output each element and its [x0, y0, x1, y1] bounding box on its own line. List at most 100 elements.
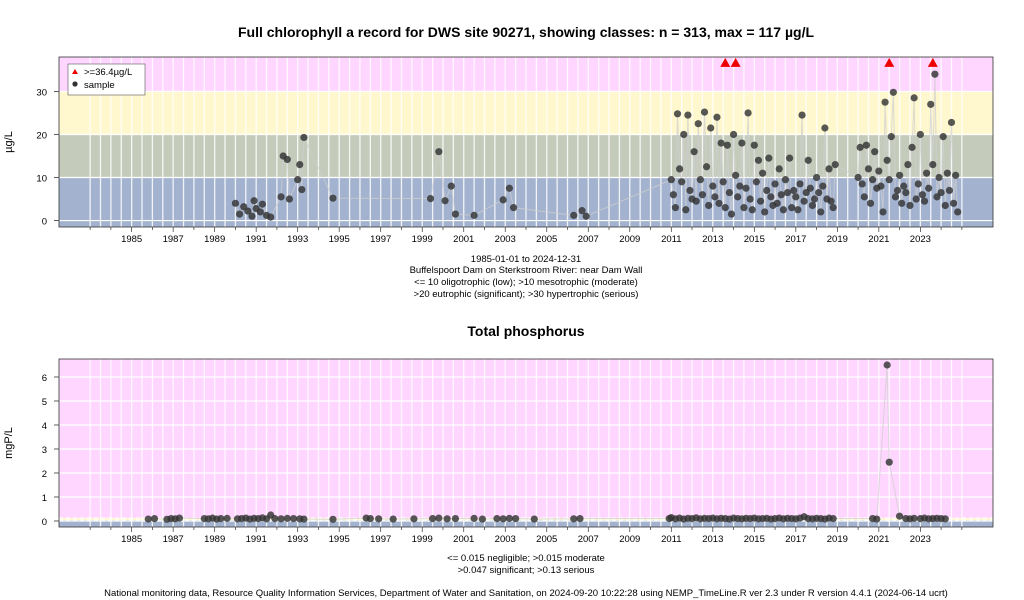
chlorophyll-data-point — [937, 188, 945, 197]
chlorophyll-data-point — [686, 186, 694, 195]
chlorophyll-data-point — [889, 88, 897, 96]
chlorophyll-data-point — [723, 141, 731, 149]
chlorophyll-data-point — [900, 182, 908, 190]
chlorophyll-data-point — [827, 197, 835, 205]
phosphorus-data-point — [493, 515, 501, 523]
chlorophyll-data-point — [943, 169, 951, 177]
chlorophyll-data-point — [773, 199, 781, 207]
phosphorus-x-tick-label: 2017 — [785, 534, 806, 545]
chlorophyll-data-point — [947, 118, 956, 127]
chlorophyll-data-point — [881, 98, 889, 106]
chlorophyll-data-point — [817, 208, 825, 216]
chlorophyll-data-point — [248, 212, 256, 220]
chlorophyll-data-point — [777, 191, 785, 199]
chlorophyll-data-point — [767, 193, 775, 201]
phosphorus-x-tick-label: 2019 — [827, 534, 848, 545]
chlorophyll-x-tick-label: 2009 — [619, 234, 640, 245]
chlorophyll-data-point — [918, 191, 927, 199]
phosphorus-y-tick-label: 3 — [42, 445, 47, 456]
chlorophyll-data-point — [329, 194, 337, 202]
chlorophyll-data-point — [954, 208, 962, 216]
chlorophyll-data-point — [244, 207, 252, 215]
phosphorus-x-tick-label: 2015 — [744, 534, 765, 545]
chlorophyll-data-point — [808, 201, 817, 210]
phosphorus-data-point — [883, 361, 891, 369]
chlorophyll-data-point — [578, 207, 586, 215]
phosphorus-data-point — [277, 515, 285, 523]
chlorophyll-data-point — [727, 210, 736, 218]
chlorophyll-data-point — [912, 195, 920, 203]
chlorophyll-footer-line-1: 1985-01-01 to 2024-12-31 — [471, 254, 581, 265]
chlorophyll-data-point — [734, 193, 742, 201]
chlorophyll-data-point — [783, 188, 792, 197]
chlorophyll-data-point — [441, 197, 449, 205]
chlorophyll-x-tick-label: 2015 — [744, 234, 765, 245]
chlorophyll-data-point — [761, 208, 769, 216]
chlorophyll-y-tick-label: 30 — [36, 87, 47, 98]
phosphorus-data-point — [829, 515, 837, 523]
chlorophyll-data-point — [887, 133, 895, 141]
chlorophyll-data-point — [879, 208, 887, 216]
chlorophyll-data-point — [756, 197, 765, 205]
phosphorus-x-tick-label: 2005 — [536, 534, 557, 545]
chlorophyll-data-point — [694, 120, 702, 128]
phosphorus-data-point — [289, 515, 298, 523]
phosphorus-x-tick-label: 2023 — [910, 534, 931, 545]
chlorophyll-data-point — [800, 197, 808, 205]
chlorophyll-data-point — [885, 176, 893, 184]
chlorophyll-footer-line-2: Buffelspoort Dam on Sterkstroom River: n… — [410, 265, 643, 276]
chlorophyll-data-point — [750, 141, 758, 149]
phosphorus-data-point — [873, 515, 881, 523]
chlorophyll-data-point — [505, 184, 513, 192]
chlorophyll-data-point — [896, 171, 904, 179]
chlorophyll-data-point — [792, 193, 800, 201]
chlorophyll-x-tick-label: 1993 — [287, 234, 308, 245]
chlorophyll-data-point — [796, 180, 804, 188]
chlorophyll-data-point — [509, 204, 518, 212]
chlorophyll-data-point — [812, 173, 821, 182]
phosphorus-x-tick-label: 1991 — [246, 534, 267, 545]
phosphorus-y-tick-label: 2 — [42, 469, 47, 480]
chlorophyll-data-point — [916, 130, 924, 139]
chlorophyll-data-point — [667, 176, 675, 184]
chlorophyll-data-point — [931, 70, 939, 78]
chlorophyll-data-point — [690, 148, 698, 156]
chlorophyll-data-point — [945, 186, 954, 195]
chlorophyll-data-point — [277, 193, 285, 201]
chlorophyll-footer-line-3: <= 10 oligotrophic (low); >10 mesotrophi… — [414, 277, 638, 288]
chlorophyll-data-point — [671, 204, 680, 212]
chlorophyll-data-point — [300, 133, 308, 142]
chlorophyll-data-point — [740, 204, 748, 212]
chlorophyll-data-point — [914, 180, 922, 188]
chlorophyll-x-tick-label: 2023 — [910, 234, 931, 245]
chlorophyll-y-tick-label: 10 — [36, 174, 47, 185]
chlorophyll-data-point — [925, 184, 933, 192]
chlorophyll-data-point — [725, 188, 734, 197]
chlorophyll-data-point — [858, 180, 866, 188]
chlorophyll-data-point — [877, 182, 885, 190]
chlorophyll-data-point — [806, 184, 814, 192]
chlorophyll-data-point — [854, 173, 862, 182]
chlorophyll-data-point — [499, 196, 507, 204]
chlorophyll-data-point — [715, 199, 723, 207]
chlorophyll-data-point — [904, 160, 912, 169]
chlorophyll-data-point — [927, 100, 935, 108]
chlorophyll-data-point — [250, 197, 258, 205]
chlorophyll-data-point — [748, 206, 756, 214]
chlorophyll-data-point — [798, 111, 806, 119]
phosphorus-x-tick-label: 1987 — [163, 534, 184, 545]
chlorophyll-data-point — [470, 211, 478, 219]
chlorophyll-x-tick-label: 2021 — [868, 234, 889, 245]
chlorophyll-data-point — [235, 210, 244, 218]
chlorophyll-chart-title: Full chlorophyll a record for DWS site 9… — [238, 24, 814, 40]
chlorophyll-data-point — [906, 201, 914, 210]
chlorophyll-data-point — [898, 199, 906, 207]
chlorophyll-data-point — [929, 160, 937, 169]
phosphorus-data-point — [329, 515, 337, 523]
phosphorus-x-tick-label: 1999 — [412, 534, 433, 545]
chlorophyll-data-point — [426, 194, 435, 203]
chlorophyll-data-point — [825, 165, 833, 173]
chlorophyll-data-point — [673, 110, 682, 118]
chlorophyll-data-point — [949, 199, 958, 207]
chlorophyll-data-point — [680, 130, 688, 139]
